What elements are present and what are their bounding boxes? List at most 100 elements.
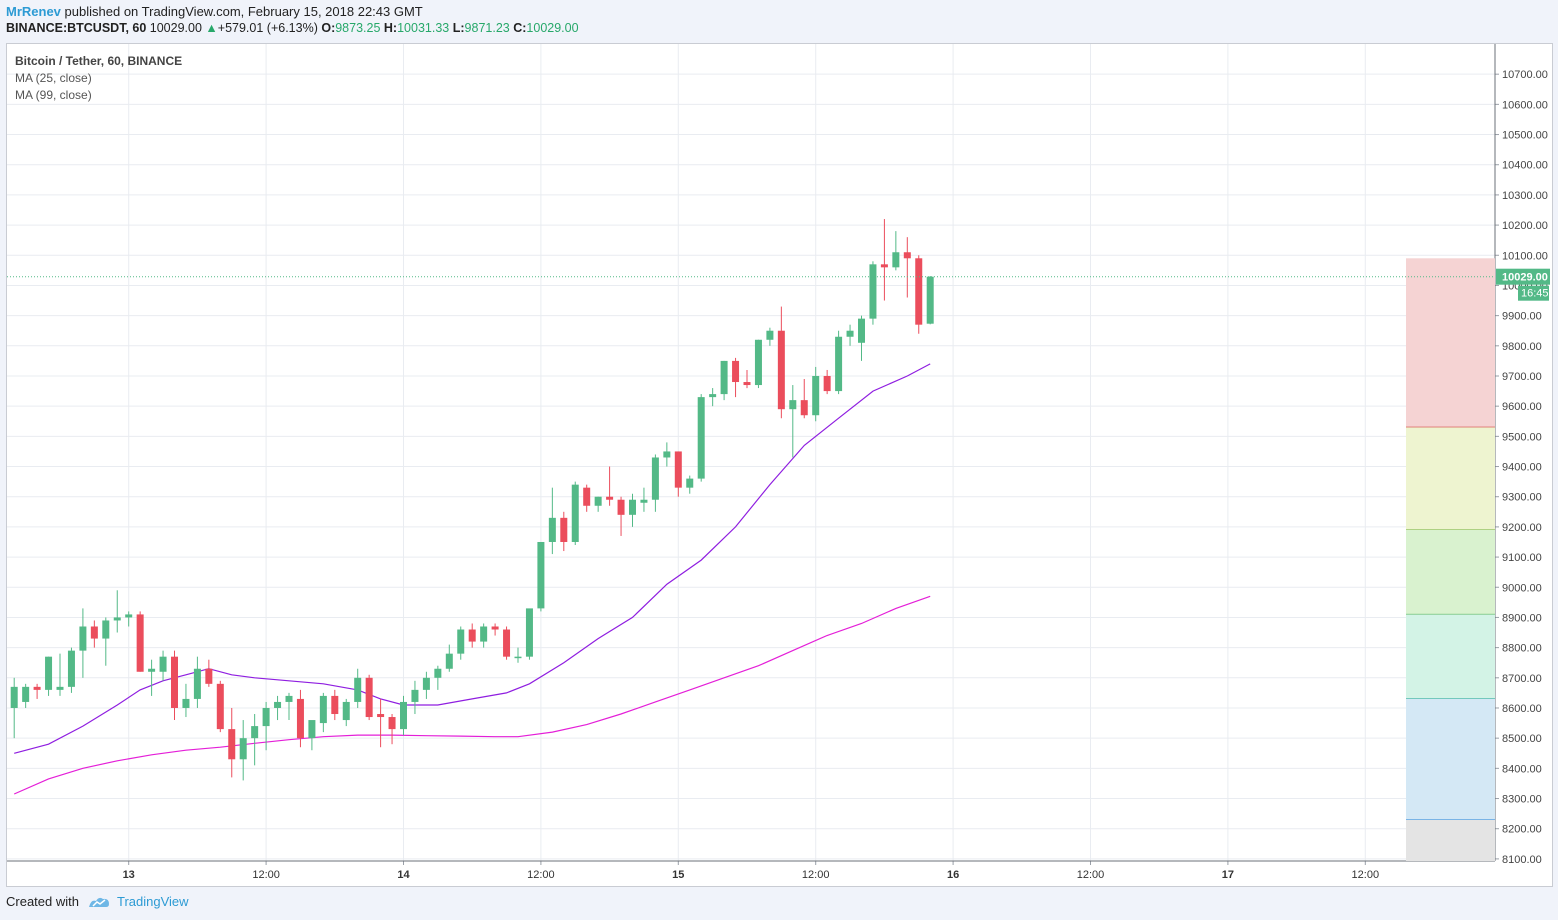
y-tick-label: 10300.00: [1502, 190, 1548, 202]
candle-body: [22, 686, 30, 702]
candle-body: [617, 499, 625, 515]
high-value: 10031.33: [397, 21, 450, 35]
created-with-text: Created with: [6, 894, 79, 909]
candle-body: [629, 499, 636, 515]
candle-body: [812, 375, 820, 416]
y-tick-label: 8400.00: [1502, 763, 1542, 775]
candle-body: [102, 620, 110, 639]
y-tick-label: 8700.00: [1502, 673, 1542, 685]
candle-body: [308, 720, 316, 739]
y-tick-label: 8100.00: [1502, 854, 1542, 866]
volume-profile-band: [1406, 819, 1495, 861]
chart-panel[interactable]: 8100.00 8200.00 8300.00 8400.00 8500.00 8600.…: [6, 43, 1553, 887]
y-tick-label: 9700.00: [1502, 371, 1542, 383]
high-label: H:: [383, 21, 398, 35]
y-tick-label: 8500.00: [1502, 733, 1542, 745]
candle-body: [205, 668, 213, 684]
y-tick-label: 9400.00: [1502, 462, 1542, 474]
y-tick-label: 9100.00: [1502, 552, 1542, 564]
y-tick-label: 8800.00: [1502, 643, 1542, 655]
candle-body: [514, 656, 522, 659]
candle-body: [892, 252, 900, 268]
candle-body: [148, 668, 156, 672]
candle-body: [193, 668, 201, 699]
x-tick-label: 12:00: [527, 869, 555, 881]
candle-body: [686, 478, 694, 488]
candle-body: [113, 617, 121, 621]
candle-body: [789, 400, 797, 410]
y-tick-label: 10200.00: [1502, 220, 1548, 232]
candle-body: [67, 650, 75, 687]
candle-body: [216, 683, 224, 730]
y-tick-label: 9900.00: [1502, 311, 1542, 323]
tradingview-link[interactable]: TradingView: [116, 894, 189, 909]
candle-body: [342, 701, 350, 721]
legend-symbol[interactable]: Bitcoin / Tether, 60, BINANCE: [15, 54, 183, 68]
author-link[interactable]: MrRenev: [6, 4, 61, 19]
candle-body: [296, 698, 304, 739]
candle-body: [411, 689, 419, 702]
x-tick-label: 12:00: [1077, 869, 1105, 881]
candle-body: [228, 729, 236, 760]
candle-body: [640, 499, 648, 503]
candle-body: [732, 360, 740, 383]
candle-body: [365, 677, 373, 718]
candle-body: [171, 656, 178, 708]
volume-profile-band: [1406, 698, 1495, 820]
candle-body: [503, 629, 511, 657]
candle-body: [548, 517, 556, 542]
candle-body: [835, 336, 843, 392]
x-tick-label: 15: [672, 869, 684, 881]
candle-body: [754, 339, 762, 386]
price-chart[interactable]: 8100.00 8200.00 8300.00 8400.00 8500.00 8600.…: [7, 44, 1553, 887]
candle-body: [422, 677, 430, 690]
candle-body: [823, 375, 831, 392]
open-label: O:: [321, 21, 336, 35]
candle-body: [766, 330, 774, 340]
x-tick-label: 12:00: [802, 869, 830, 881]
candle-body: [90, 626, 98, 639]
candle-body: [560, 517, 568, 542]
candle-body: [491, 626, 499, 630]
candle-body: [663, 451, 671, 458]
countdown-tag: [1518, 285, 1549, 301]
candle-body: [858, 318, 865, 343]
candle-body: [354, 677, 362, 702]
candle-body: [319, 695, 327, 724]
y-tick-label: 10600.00: [1502, 99, 1548, 111]
legend-ma25[interactable]: MA (25, close): [15, 71, 92, 85]
footer: Created with TradingView: [6, 894, 189, 909]
x-tick-label: 12:00: [252, 869, 280, 881]
legend-ma99[interactable]: MA (99, close): [15, 88, 92, 102]
candle-body: [709, 394, 717, 398]
close-label: C:: [513, 21, 527, 35]
candle-body: [274, 701, 282, 708]
candle-body: [457, 629, 465, 654]
tradingview-logo-icon[interactable]: [87, 895, 111, 909]
x-tick-label: 14: [397, 869, 410, 881]
candle-body: [10, 686, 18, 708]
y-tick-label: 8600.00: [1502, 703, 1542, 715]
y-tick-label: 9600.00: [1502, 401, 1542, 413]
candle-body: [45, 656, 53, 690]
y-tick-label: 10100.00: [1502, 250, 1548, 262]
candle-body: [915, 258, 923, 325]
ma99-line: [13, 595, 931, 795]
open-value: 9873.25: [335, 21, 381, 35]
candle-body: [926, 276, 934, 324]
volume-profile-band: [1406, 614, 1495, 699]
candle-body: [125, 614, 133, 618]
candle-body: [468, 629, 476, 642]
candle-body: [445, 653, 453, 669]
candle-body: [56, 686, 64, 690]
y-tick-label: 9200.00: [1502, 522, 1542, 534]
y-tick-label: 9300.00: [1502, 492, 1542, 504]
candle-body: [583, 487, 591, 506]
candle-body: [285, 695, 293, 702]
candle-body: [571, 484, 579, 542]
change-text: +579.01 (+6.13%): [217, 21, 318, 35]
x-tick-label: 17: [1222, 869, 1234, 881]
candle-body: [880, 264, 888, 268]
published-text: published on TradingView.com, February 1…: [64, 4, 423, 19]
candle-body: [377, 714, 385, 718]
